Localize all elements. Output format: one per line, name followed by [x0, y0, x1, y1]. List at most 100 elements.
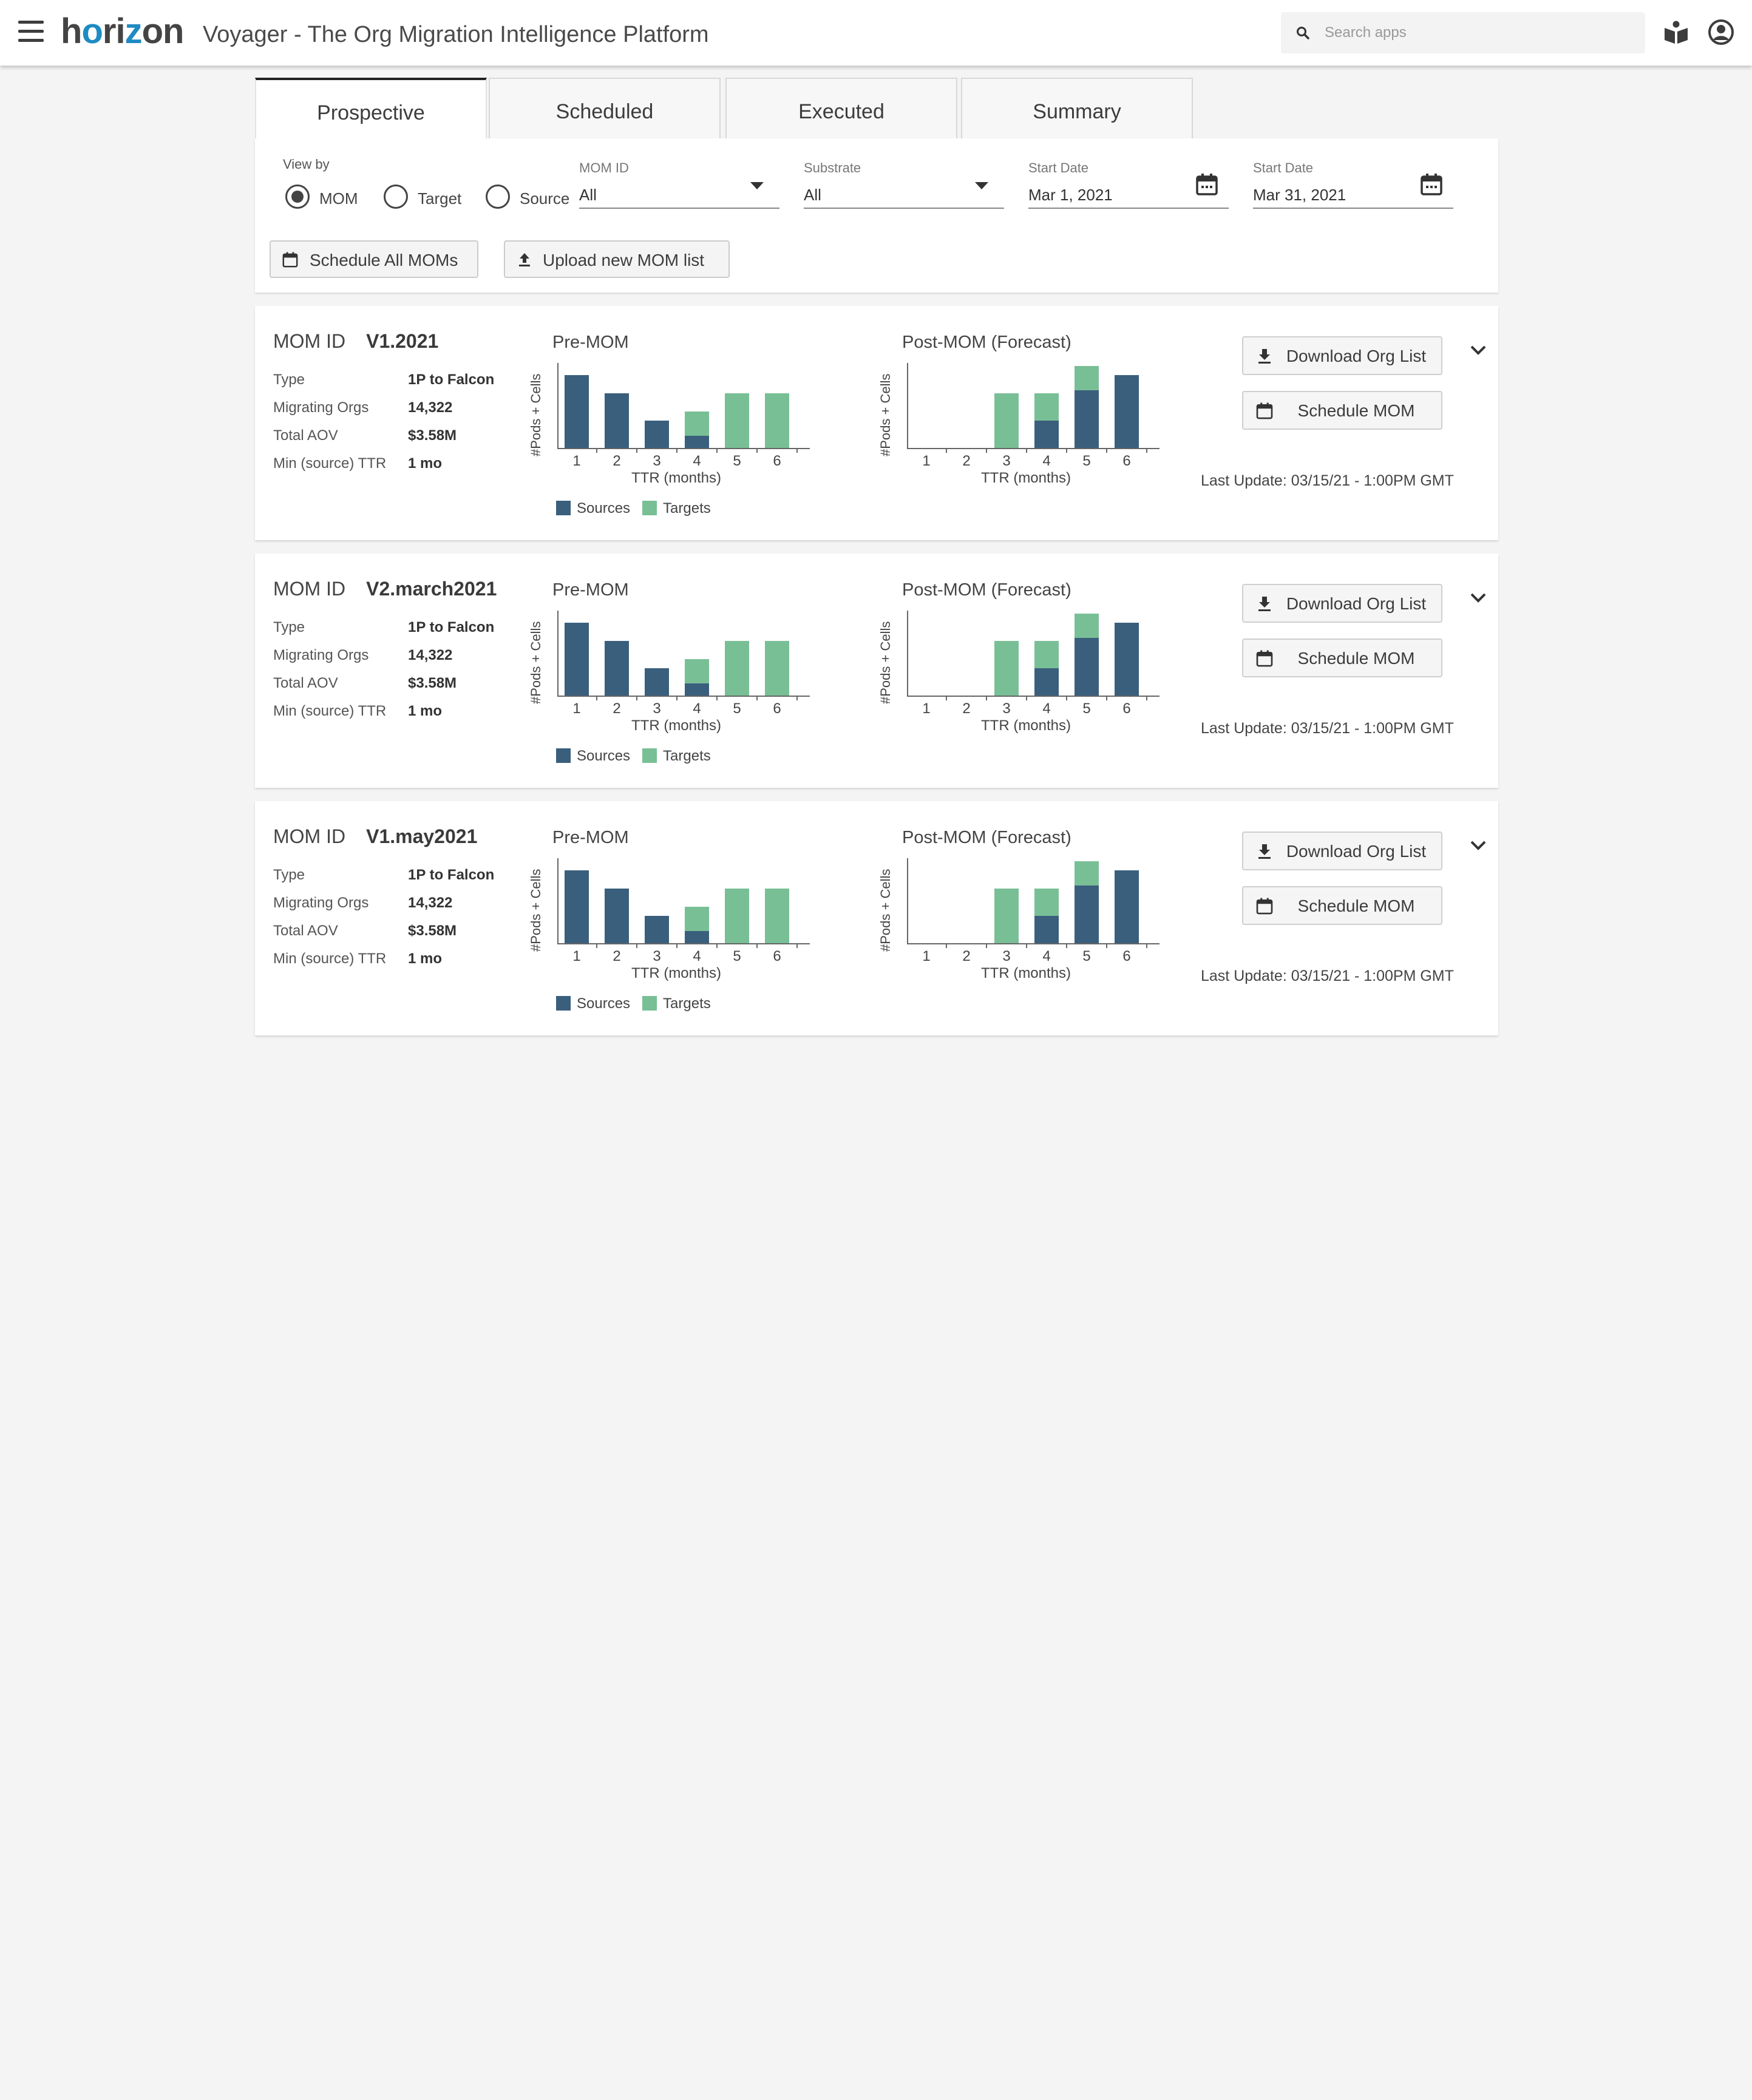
- y-axis-label: #Pods + Cells: [878, 621, 893, 704]
- radio-view-mom[interactable]: MOM: [285, 182, 370, 211]
- kv-row-migrating-orgs: Migrating Orgs 14,322: [273, 399, 453, 416]
- x-tick-label: 1: [572, 453, 581, 469]
- legend-item-sources: Sources: [556, 748, 630, 764]
- chart-title: Pre-MOM: [552, 580, 629, 600]
- mom-card: MOM ID V2.march2021 Type 1P to Falcon Migrat…: [255, 554, 1498, 788]
- chevron-down-icon[interactable]: [1469, 344, 1487, 357]
- x-tick-mark: [716, 943, 718, 948]
- last-update-text: Last Update: 03/15/21 - 1:00PM GMT: [1201, 967, 1454, 984]
- x-tick-mark: [596, 448, 597, 453]
- x-tick-label: 5: [1082, 948, 1091, 964]
- bar-targets-4: [685, 907, 709, 931]
- bar-sources-4: [685, 931, 709, 943]
- upload-mom-list-button[interactable]: Upload new MOM list: [504, 240, 730, 278]
- calendar-icon[interactable]: [1195, 172, 1219, 197]
- x-tick-mark: [796, 943, 798, 948]
- x-tick-mark: [1026, 943, 1027, 948]
- x-tick-label: 3: [653, 700, 661, 717]
- x-tick-label: 3: [1002, 700, 1011, 717]
- last-update-text: Last Update: 03/15/21 - 1:00PM GMT: [1201, 472, 1454, 489]
- bar-targets-6: [765, 889, 789, 943]
- download-org-list-button[interactable]: Download Org List: [1242, 584, 1442, 623]
- x-tick-mark: [946, 696, 947, 700]
- mom-card: MOM ID V1.may2021 Type 1P to Falcon Migratin…: [255, 801, 1498, 1035]
- x-tick-mark: [1106, 943, 1107, 948]
- x-axis-label: TTR (months): [981, 965, 1071, 981]
- x-tick-label: 1: [922, 700, 931, 717]
- x-tick-label: 3: [653, 453, 661, 469]
- schedule-mom-button[interactable]: Schedule MOM: [1242, 391, 1442, 430]
- chevron-down-icon: [975, 182, 988, 189]
- x-tick-label: 5: [733, 700, 741, 717]
- tab-executed[interactable]: Executed: [725, 78, 957, 138]
- radio-view-target[interactable]: Target: [384, 182, 475, 211]
- mom-card: MOM ID V1.2021 Type 1P to Falcon Migrating O…: [255, 306, 1498, 540]
- calendar-icon[interactable]: [1419, 172, 1444, 197]
- schedule-all-moms-button[interactable]: Schedule All MOMs: [270, 240, 478, 278]
- view-by-label: View by: [283, 157, 330, 172]
- x-tick-mark: [986, 943, 987, 948]
- bar-targets-6: [765, 641, 789, 696]
- mom-id-heading: MOM ID V2.march2021: [273, 578, 497, 600]
- search-box[interactable]: [1281, 12, 1645, 53]
- x-tick-label: 4: [1042, 700, 1051, 717]
- x-tick-label: 6: [773, 700, 781, 717]
- x-axis-label: TTR (months): [631, 470, 722, 486]
- kv-row-migrating-orgs: Migrating Orgs 14,322: [273, 895, 453, 911]
- download-org-list-button[interactable]: Download Org List: [1242, 336, 1442, 375]
- x-tick-mark: [796, 696, 798, 700]
- radio-checked-icon: [285, 185, 310, 209]
- mom-id-value: V1.may2021: [366, 825, 478, 847]
- bar-sources-5: [1075, 638, 1099, 696]
- chart-legend: Sources Targets: [556, 995, 723, 1012]
- x-axis-line: [907, 448, 1160, 449]
- bar-targets-5: [1075, 861, 1099, 886]
- radio-view-source[interactable]: Source: [486, 182, 583, 211]
- x-tick-label: 2: [962, 453, 971, 469]
- download-icon: [1258, 844, 1271, 859]
- y-axis-label: #Pods + Cells: [878, 373, 893, 456]
- chevron-down-icon[interactable]: [1469, 839, 1487, 852]
- x-tick-label: 2: [962, 948, 971, 964]
- bar-targets-5: [725, 641, 749, 696]
- schedule-mom-button[interactable]: Schedule MOM: [1242, 638, 1442, 677]
- app-title: Voyager - The Org Migration Intelligence…: [203, 22, 709, 47]
- x-tick-mark: [636, 448, 637, 453]
- x-tick-mark: [716, 696, 718, 700]
- schedule-mom-button[interactable]: Schedule MOM: [1242, 886, 1442, 925]
- download-org-list-button[interactable]: Download Org List: [1242, 832, 1442, 870]
- x-tick-mark: [756, 696, 758, 700]
- radio-unchecked-icon: [486, 185, 510, 209]
- chart-legend: Sources Targets: [556, 748, 723, 765]
- x-tick-label: 2: [613, 453, 621, 469]
- tab-summary[interactable]: Summary: [961, 78, 1193, 138]
- kv-row-total-aov: Total AOV $3.58M: [273, 427, 457, 444]
- bar-targets-6: [765, 393, 789, 448]
- y-axis-label: #Pods + Cells: [528, 869, 543, 952]
- x-tick-mark: [756, 943, 758, 948]
- menu-icon[interactable]: [18, 21, 44, 42]
- help-book-icon[interactable]: [1662, 18, 1690, 46]
- x-axis-line: [557, 696, 810, 697]
- chart-legend: Sources Targets: [556, 500, 723, 517]
- x-tick-mark: [1146, 696, 1147, 700]
- chevron-down-icon[interactable]: [1469, 591, 1487, 605]
- tab-prospective[interactable]: Prospective: [255, 78, 487, 138]
- x-tick-label: 1: [922, 453, 931, 469]
- bar-sources-3: [645, 916, 669, 943]
- x-axis-label: TTR (months): [981, 717, 1071, 734]
- calendar-icon: [1256, 898, 1273, 915]
- search-icon: [1297, 27, 1309, 39]
- bar-sources-1: [565, 375, 589, 448]
- legend-item-targets: Targets: [642, 500, 711, 517]
- horizon-logo[interactable]: horizon: [61, 12, 184, 51]
- chevron-down-icon: [750, 182, 764, 189]
- y-axis-line: [557, 363, 559, 449]
- user-avatar-icon[interactable]: [1707, 18, 1735, 46]
- search-input[interactable]: [1323, 12, 1627, 53]
- x-axis-line: [557, 448, 810, 449]
- y-axis-label: #Pods + Cells: [528, 373, 543, 456]
- filter-panel: View by MOM Target Source MOM ID All Sub…: [255, 138, 1498, 293]
- bar-sources-4: [1034, 668, 1059, 696]
- tab-scheduled[interactable]: Scheduled: [489, 78, 721, 138]
